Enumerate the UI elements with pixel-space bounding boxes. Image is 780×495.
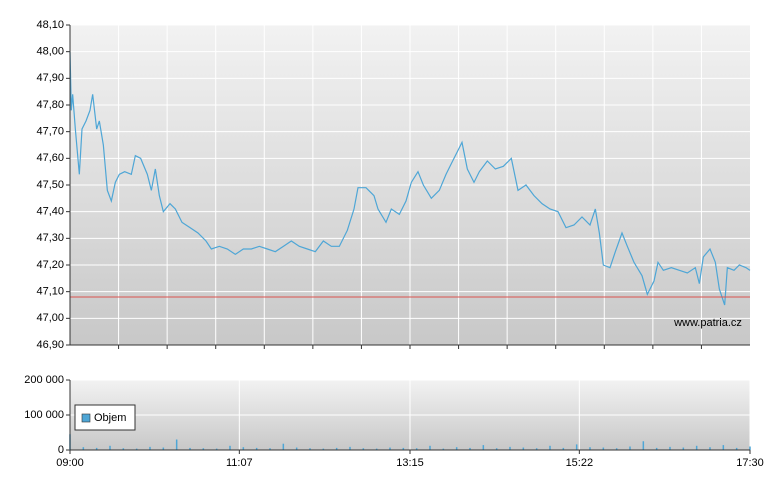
volume-bar <box>482 445 485 450</box>
volume-bar <box>215 448 218 450</box>
volume-bar <box>709 447 711 450</box>
volume-bar <box>749 446 751 450</box>
volume-bar <box>242 447 245 450</box>
y-tick-label: 47,80 <box>36 99 64 111</box>
y-tick-label: 47,60 <box>36 152 64 164</box>
volume-bar <box>549 445 551 450</box>
volume-bar <box>322 448 325 450</box>
y-tick-label: 100 000 <box>24 409 64 421</box>
watermark: www.patria.cz <box>673 317 742 329</box>
legend-label: Objem <box>94 412 126 424</box>
y-tick-label: 200 000 <box>24 374 64 386</box>
volume-bar <box>575 444 578 450</box>
y-tick-label: 47,50 <box>36 179 64 191</box>
volume-bar <box>429 445 431 450</box>
y-tick-label: 0 <box>58 444 64 456</box>
x-tick-label: 17:30 <box>736 457 764 469</box>
volume-bar <box>509 446 511 450</box>
volume-bar <box>189 447 191 450</box>
volume-bar <box>669 446 671 450</box>
volume-bar <box>349 446 351 450</box>
volume-bar <box>149 446 151 450</box>
volume-bar <box>175 439 178 450</box>
volume-bar <box>469 447 471 450</box>
y-tick-label: 47,70 <box>36 126 64 138</box>
volume-bar <box>362 448 365 450</box>
volume-bar <box>95 447 98 450</box>
y-tick-label: 48,00 <box>36 46 64 58</box>
y-tick-label: 47,30 <box>36 232 64 244</box>
volume-bar <box>722 445 725 450</box>
volume-bar <box>295 447 298 450</box>
volume-bar <box>682 447 685 450</box>
volume-bar <box>109 445 111 450</box>
volume-bar <box>415 448 418 450</box>
volume-bar <box>375 448 378 450</box>
volume-bar <box>389 447 391 450</box>
volume-bar <box>202 448 205 450</box>
volume-bar <box>122 448 125 450</box>
legend-swatch <box>81 413 91 423</box>
volume-bar <box>162 447 165 450</box>
volume-bar <box>402 447 405 450</box>
volume-bar <box>735 447 738 450</box>
y-tick-label: 46,90 <box>36 339 64 351</box>
volume-bar <box>269 448 271 450</box>
x-tick-label: 09:00 <box>56 457 84 469</box>
volume-bar <box>495 448 498 450</box>
y-tick-label: 48,10 <box>36 19 64 31</box>
volume-bar <box>615 448 618 450</box>
volume-bar <box>135 448 138 450</box>
volume-bar <box>522 447 525 450</box>
volume-bar <box>642 441 645 450</box>
x-tick-label: 13:15 <box>396 457 424 469</box>
volume-bar <box>562 447 565 450</box>
volume-bar <box>335 447 338 450</box>
y-tick-label: 47,20 <box>36 259 64 271</box>
y-tick-label: 47,90 <box>36 72 64 84</box>
y-tick-label: 47,40 <box>36 206 64 218</box>
volume-bar <box>655 447 658 450</box>
volume-bar <box>695 445 698 450</box>
price-line <box>69 51 751 306</box>
volume-bar <box>255 447 258 450</box>
volume-bar <box>442 448 445 450</box>
y-tick-label: 47,10 <box>36 286 64 298</box>
volume-bar <box>535 448 538 450</box>
volume-bar <box>455 447 458 450</box>
x-tick-label: 15:22 <box>566 457 594 469</box>
volume-bar <box>629 446 631 450</box>
volume-bar <box>589 447 591 450</box>
volume-bar <box>229 445 231 450</box>
volume-bar <box>82 447 85 450</box>
y-tick-label: 47,00 <box>36 312 64 324</box>
volume-bar <box>602 447 605 450</box>
x-tick-label: 11:07 <box>226 457 253 469</box>
volume-bar <box>282 443 285 450</box>
volume-bar <box>309 448 311 450</box>
